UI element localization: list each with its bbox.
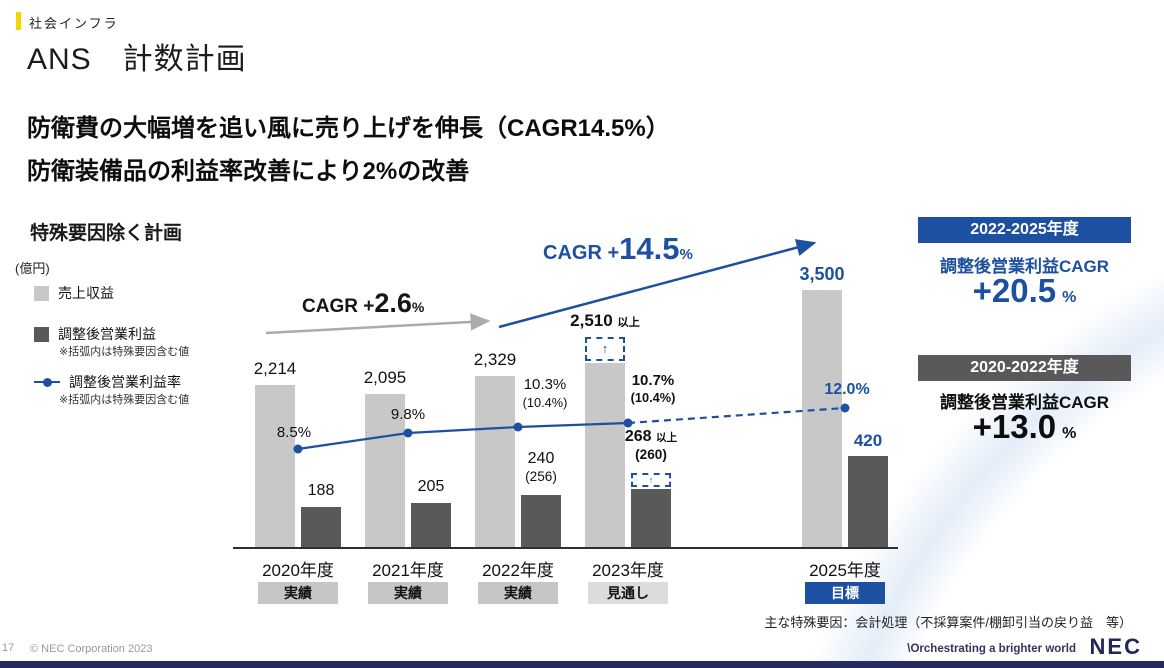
- panel-value-number-1: +20.5: [972, 272, 1057, 309]
- special-factors-footnote: 主な特殊要因：会計処理（不採算案件/棚卸引当の戻り益 等）: [764, 615, 1132, 630]
- nec-tagline: \Orchestrating a brighter world: [907, 643, 1076, 655]
- panel-label-2022-2025: 調整後営業利益CAGR: [939, 257, 1110, 276]
- profit-bar: [521, 495, 561, 548]
- profit-value-label: 268 以上 (260): [624, 428, 678, 462]
- profit-value-label: 205: [417, 478, 445, 495]
- cagr2-prefix: CAGR +: [543, 242, 620, 264]
- footer-accent-bar: [0, 661, 1164, 668]
- category-status-badge: 実績: [258, 582, 338, 604]
- panel-value-unit-1: %: [1062, 289, 1077, 306]
- category-status-badge: 目標: [805, 582, 885, 604]
- profit-swatch-icon: [34, 326, 49, 342]
- revenue-value-label: 3,500: [799, 264, 845, 284]
- legend-item-profit: 調整後営業利益: [34, 324, 156, 344]
- copyright-text: © NEC Corporation 2023: [30, 643, 153, 655]
- panel-label-2020-2022: 調整後営業利益CAGR: [939, 393, 1110, 412]
- panel-value-2020-2022: +13.0%: [918, 408, 1131, 446]
- panel-value-unit-2: %: [1062, 425, 1077, 442]
- revenue-bar: [365, 394, 405, 548]
- revenue-bar: [802, 290, 842, 548]
- category-accent-bar: [16, 12, 21, 30]
- profit-bar: [301, 507, 341, 548]
- category-status-badge: 見通し: [588, 582, 668, 604]
- panel-header-2020-2022: 2020-2022年度: [918, 355, 1131, 381]
- category-status-badge: 実績: [368, 582, 448, 604]
- x-axis-year-label: 2020年度: [262, 561, 334, 580]
- nec-logo: NEC: [1089, 634, 1142, 659]
- panel-value-2022-2025: +20.5%: [918, 272, 1131, 310]
- panel-value-number-2: +13.0: [972, 408, 1057, 445]
- profit-upside-dashed-box: ↑: [631, 473, 671, 487]
- revenue-value-label: 2,214: [253, 359, 297, 378]
- category-label: 社会インフラ: [29, 16, 119, 31]
- rate-value-label: 10.3% (10.4%): [522, 376, 568, 410]
- subtitle-line2: 防衛装備品の利益率改善により2%の改善: [27, 158, 470, 185]
- profit-bar: [411, 503, 451, 548]
- cagr1-prefix: CAGR +: [302, 296, 375, 317]
- revenue-swatch-icon: [34, 285, 49, 301]
- revenue-bar: [475, 376, 515, 548]
- legend-item-revenue: 売上収益: [34, 283, 114, 303]
- cagr1-value: 2.6: [374, 288, 412, 318]
- x-axis-year-label: 2025年度: [809, 561, 881, 580]
- page-number: 17: [2, 642, 15, 654]
- chart-title: 特殊要因除く計画: [30, 223, 183, 244]
- cagr-annotation-revenue-2020-2022: CAGR +2.6%: [302, 288, 424, 319]
- cagr-annotation-revenue-2022-2025: CAGR +14.5%: [543, 231, 693, 267]
- category-status-badge: 実績: [478, 582, 558, 604]
- revenue-bar: [585, 363, 625, 548]
- revenue-value-label: 2,329: [473, 350, 517, 369]
- profit-value-label: 420: [853, 431, 883, 450]
- cagr2-value: 14.5: [619, 231, 680, 266]
- profit-bar: [848, 456, 888, 548]
- axis-unit-label: (億円): [15, 261, 50, 276]
- legend-note-rate: ※括弧内は特殊要因含む値: [59, 394, 190, 406]
- rate-value-label: 12.0%: [824, 380, 870, 398]
- rate-line-icon: [34, 377, 60, 387]
- subtitle-line1: 防衛費の大幅増を追い風に売り上げを伸長（CAGR14.5%）: [27, 115, 670, 142]
- profit-bar: [631, 489, 671, 548]
- legend-label-revenue: 売上収益: [58, 285, 114, 301]
- legend-label-profit: 調整後営業利益: [58, 326, 156, 342]
- rate-value-label: 10.7% (10.4%): [630, 371, 676, 406]
- x-axis-year-label: 2022年度: [482, 561, 554, 580]
- revenue-value-label: 2,510 以上: [570, 311, 640, 330]
- profit-value-label: 188: [307, 482, 335, 499]
- x-axis-year-label: 2021年度: [372, 561, 444, 580]
- cagr2-unit: %: [679, 246, 693, 263]
- revenue-upside-dashed-box: ↑: [585, 337, 625, 361]
- legend-label-rate: 調整後営業利益率: [69, 374, 181, 390]
- rate-value-label: 9.8%: [390, 406, 426, 424]
- x-axis-year-label: 2023年度: [592, 561, 664, 580]
- rate-value-label: 8.5%: [276, 423, 312, 441]
- revenue-bar: [255, 385, 295, 548]
- cagr1-unit: %: [411, 299, 425, 315]
- page-title: ANS 計数計画: [27, 43, 247, 76]
- revenue-value-label: 2,095: [363, 368, 407, 387]
- panel-header-2022-2025: 2022-2025年度: [918, 217, 1131, 243]
- legend-note-profit: ※括弧内は特殊要因含む値: [59, 346, 190, 358]
- legend-item-rate: 調整後営業利益率: [34, 372, 181, 392]
- profit-value-label: 240 (256): [525, 450, 557, 484]
